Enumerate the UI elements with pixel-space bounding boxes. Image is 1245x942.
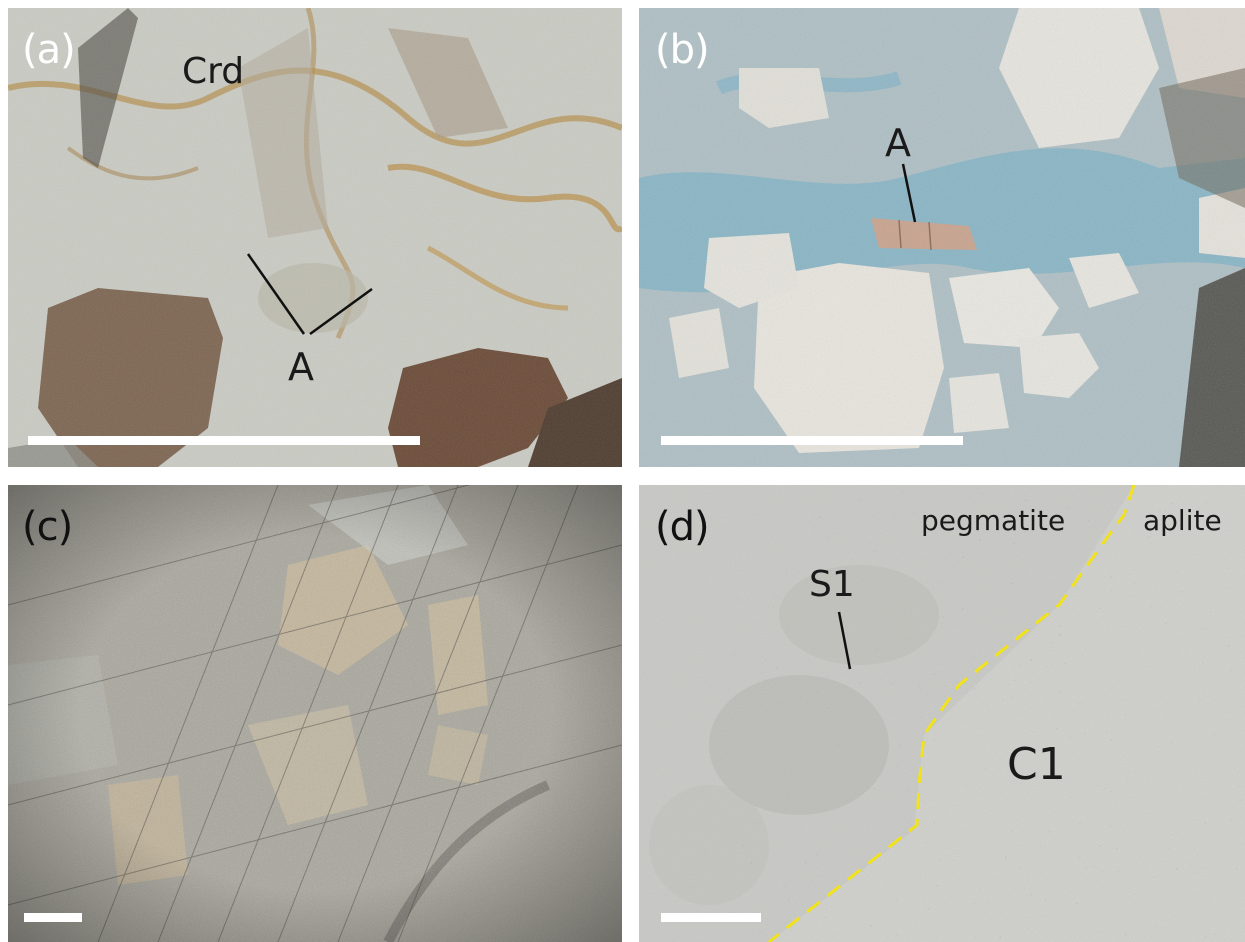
- label-c1: C1: [1007, 739, 1066, 790]
- panel-d-photomicrograph: [639, 485, 1245, 942]
- scale-bar-d: [661, 913, 761, 922]
- label-a: A: [288, 345, 314, 389]
- panel-c-letter: (c): [22, 504, 73, 550]
- label-pegmatite: pegmatite: [921, 504, 1066, 537]
- panel-b-photomicrograph: [639, 8, 1245, 467]
- label-a: A: [885, 121, 911, 165]
- panel-c-photomicrograph: [8, 485, 622, 942]
- panel-d: (d) pegmatite aplite S1 C1: [639, 485, 1245, 942]
- panel-c: (c): [8, 485, 622, 942]
- panel-b: (b) A: [639, 8, 1245, 467]
- scale-bar-c: [24, 913, 82, 922]
- panel-b-letter: (b): [655, 27, 710, 73]
- label-crd: Crd: [182, 51, 245, 92]
- panel-a-letter: (a): [22, 27, 76, 73]
- scale-bar-b: [661, 436, 963, 445]
- label-s1: S1: [809, 564, 855, 605]
- scale-bar-a: [28, 436, 420, 445]
- panel-d-letter: (d): [655, 504, 710, 550]
- panel-a-photomicrograph: [8, 8, 622, 467]
- label-aplite: aplite: [1143, 504, 1222, 537]
- panel-a: (a) Crd A: [8, 8, 622, 467]
